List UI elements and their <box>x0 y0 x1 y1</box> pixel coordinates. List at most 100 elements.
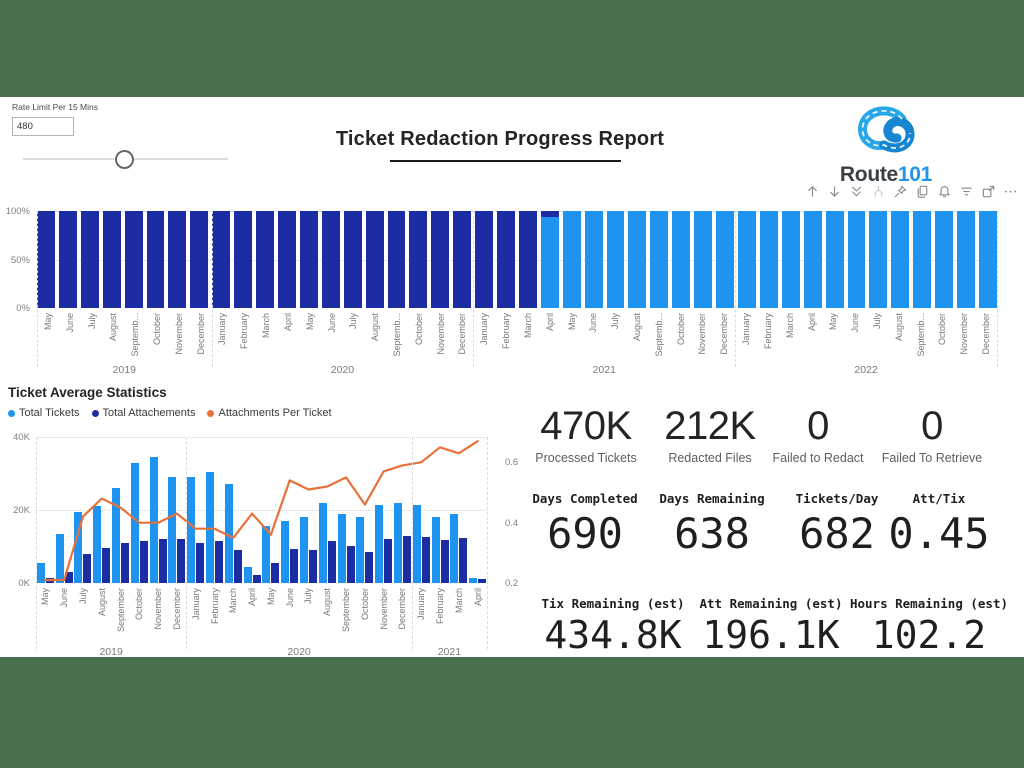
progress-bar[interactable] <box>803 211 822 308</box>
bar-segment-dark[interactable] <box>497 211 515 308</box>
progress-bar[interactable] <box>321 211 340 308</box>
progress-bar[interactable] <box>124 211 143 308</box>
bar-segment-dark[interactable] <box>212 211 231 308</box>
total-tickets-bar[interactable] <box>450 513 459 583</box>
rate-limit-slider-handle[interactable] <box>115 150 135 169</box>
total-attachements-bar[interactable] <box>478 579 487 583</box>
bar-segment-dark[interactable] <box>431 211 450 308</box>
total-tickets-bar[interactable] <box>299 517 308 583</box>
progress-bar[interactable] <box>343 211 362 308</box>
total-attachements-bar[interactable] <box>271 562 280 583</box>
total-attachements-bar[interactable] <box>327 541 336 583</box>
bar-segment-light[interactable] <box>584 211 603 308</box>
progress-bar[interactable] <box>387 211 406 308</box>
pin-icon[interactable] <box>893 184 908 199</box>
bar-segment-dark[interactable] <box>409 211 428 308</box>
total-tickets-bar[interactable] <box>318 502 327 583</box>
total-tickets-bar[interactable] <box>187 477 196 583</box>
total-tickets-bar[interactable] <box>206 471 215 583</box>
bar-segment-light[interactable] <box>803 211 822 308</box>
bar-segment-dark[interactable] <box>58 211 77 308</box>
bar-segment-light[interactable] <box>978 211 997 308</box>
progress-bar[interactable] <box>365 211 384 308</box>
bar-segment-dark[interactable] <box>80 211 99 308</box>
legend-item[interactable]: Total Tickets <box>8 407 80 419</box>
total-attachements-bar[interactable] <box>139 541 148 583</box>
total-tickets-bar[interactable] <box>281 520 290 583</box>
total-tickets-bar[interactable] <box>356 517 365 583</box>
bar-segment-light[interactable] <box>935 211 954 308</box>
total-attachements-bar[interactable] <box>177 539 186 583</box>
progress-bar[interactable] <box>58 211 77 308</box>
progress-bar[interactable] <box>409 211 428 308</box>
total-tickets-bar[interactable] <box>393 502 402 583</box>
progress-bar[interactable] <box>957 211 975 308</box>
progress-bar[interactable] <box>299 211 318 308</box>
total-attachements-bar[interactable] <box>421 537 430 583</box>
copy-icon[interactable] <box>915 184 930 199</box>
total-tickets-bar[interactable] <box>55 533 64 583</box>
expand-hierarchy-icon[interactable] <box>871 184 886 199</box>
total-tickets-bar[interactable] <box>469 577 478 583</box>
total-tickets-bar[interactable] <box>93 506 102 583</box>
progress-bar[interactable] <box>431 211 450 308</box>
progress-bar[interactable] <box>453 211 472 308</box>
arrow-up-icon[interactable] <box>805 184 820 199</box>
bar-segment-light[interactable] <box>738 211 756 308</box>
progress-bar[interactable] <box>759 211 778 308</box>
bar-segment-dark[interactable] <box>387 211 406 308</box>
total-attachements-bar[interactable] <box>233 550 242 583</box>
bar-segment-light[interactable] <box>540 216 559 308</box>
progress-bar[interactable] <box>672 211 691 308</box>
focus-mode-icon[interactable] <box>981 184 996 199</box>
bar-segment-light[interactable] <box>957 211 975 308</box>
progress-bar[interactable] <box>606 211 625 308</box>
progress-bar[interactable] <box>913 211 932 308</box>
bar-segment-light[interactable] <box>650 211 669 308</box>
bar-segment-dark[interactable] <box>37 211 55 308</box>
bar-segment-light[interactable] <box>781 211 800 308</box>
total-attachements-bar[interactable] <box>215 541 224 583</box>
more-options-icon[interactable] <box>1003 184 1018 199</box>
progress-bar[interactable] <box>212 211 231 308</box>
progress-bar[interactable] <box>584 211 603 308</box>
bar-segment-dark[interactable] <box>475 211 494 308</box>
total-attachements-bar[interactable] <box>459 538 468 583</box>
total-attachements-bar[interactable] <box>402 535 411 583</box>
legend-item[interactable]: Total Attachements <box>91 407 195 419</box>
progress-bar[interactable] <box>891 211 910 308</box>
total-tickets-bar[interactable] <box>224 484 233 583</box>
progress-bar[interactable] <box>168 211 187 308</box>
total-tickets-bar[interactable] <box>262 526 271 583</box>
bar-segment-dark[interactable] <box>343 211 362 308</box>
total-tickets-bar[interactable] <box>74 511 83 583</box>
bar-segment-dark[interactable] <box>540 211 559 217</box>
bar-segment-dark[interactable] <box>518 211 537 308</box>
legend-item[interactable]: Attachments Per Ticket <box>207 407 332 419</box>
double-arrow-down-icon[interactable] <box>849 184 864 199</box>
total-tickets-bar[interactable] <box>243 566 252 583</box>
rate-limit-input[interactable] <box>12 117 74 136</box>
total-tickets-bar[interactable] <box>412 504 421 583</box>
total-attachements-bar[interactable] <box>158 539 167 583</box>
total-attachements-bar[interactable] <box>308 550 317 583</box>
total-attachements-bar[interactable] <box>440 539 449 583</box>
progress-bar[interactable] <box>475 211 494 308</box>
bar-segment-dark[interactable] <box>190 211 209 308</box>
progress-bar[interactable] <box>497 211 515 308</box>
bar-segment-light[interactable] <box>825 211 844 308</box>
bar-segment-dark[interactable] <box>124 211 143 308</box>
progress-bar[interactable] <box>190 211 209 308</box>
progress-bar[interactable] <box>738 211 756 308</box>
progress-bar[interactable] <box>781 211 800 308</box>
total-attachements-bar[interactable] <box>196 542 205 583</box>
bar-segment-light[interactable] <box>606 211 625 308</box>
total-attachements-bar[interactable] <box>83 553 92 583</box>
progress-bar[interactable] <box>277 211 296 308</box>
bar-segment-dark[interactable] <box>365 211 384 308</box>
arrow-down-icon[interactable] <box>827 184 842 199</box>
bar-segment-light[interactable] <box>891 211 910 308</box>
total-attachements-bar[interactable] <box>384 539 393 583</box>
total-attachements-bar[interactable] <box>64 572 73 583</box>
bar-segment-dark[interactable] <box>299 211 318 308</box>
